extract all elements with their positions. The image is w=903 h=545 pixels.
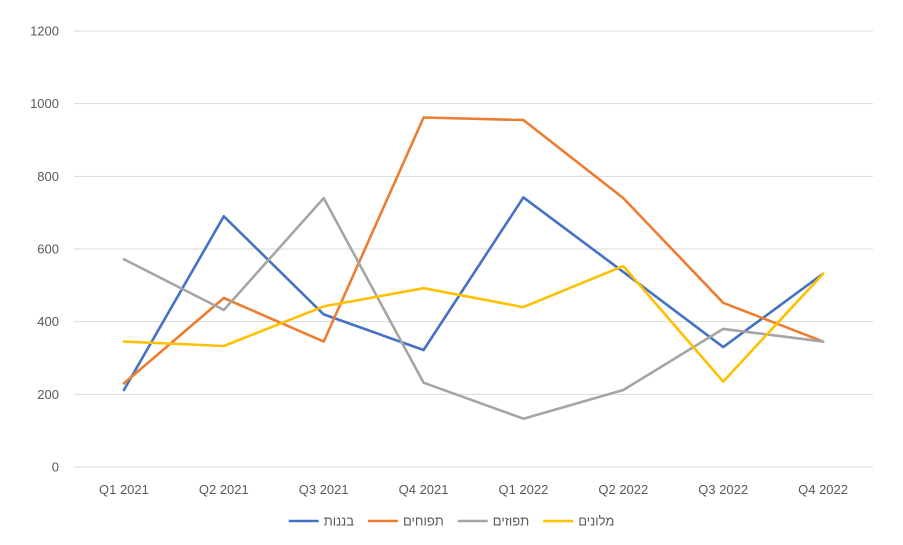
x-tick-label: Q1 2022	[499, 482, 549, 497]
legend-item: תפוזים	[457, 514, 529, 529]
y-tick-label: 0	[52, 460, 59, 475]
legend-label: בננות	[324, 514, 354, 529]
series-line-4	[122, 264, 825, 383]
y-tick-label: 800	[37, 169, 59, 184]
legend-item: מלונים	[543, 514, 614, 529]
x-tick-label: Q4 2022	[798, 482, 848, 497]
y-axis-tick-labels: 0 200 400 600 800 1000 1200	[30, 24, 59, 475]
x-tick-label: Q4 2021	[399, 482, 449, 497]
legend-item: תפוחים	[367, 514, 444, 529]
y-tick-label: 600	[37, 242, 59, 257]
y-tick-label: 400	[37, 314, 59, 329]
y-tick-label: 1000	[30, 96, 59, 111]
legend-label: תפוחים	[403, 514, 444, 529]
legend-label: מלונים	[578, 514, 614, 529]
series-lines	[122, 116, 825, 421]
x-tick-label: Q3 2021	[299, 482, 349, 497]
x-tick-label: Q2 2021	[199, 482, 249, 497]
x-tick-label: Q2 2022	[598, 482, 648, 497]
gridlines	[74, 30, 873, 468]
series-line-1	[122, 196, 825, 392]
legend-item: בננות	[288, 514, 354, 529]
x-axis-tick-labels: Q1 2021 Q2 2021 Q3 2021 Q4 2021 Q1 2022 Q2 20…	[99, 482, 848, 497]
y-tick-label: 1200	[30, 24, 59, 39]
x-tick-label: Q3 2022	[698, 482, 748, 497]
y-tick-label: 200	[37, 387, 59, 402]
x-tick-label: Q1 2021	[99, 482, 149, 497]
series-line-3	[122, 196, 825, 421]
legend: בננות תפוחים תפוזים מלונים	[288, 514, 614, 529]
series-line-2	[122, 116, 825, 385]
legend-label: תפוזים	[493, 514, 529, 529]
